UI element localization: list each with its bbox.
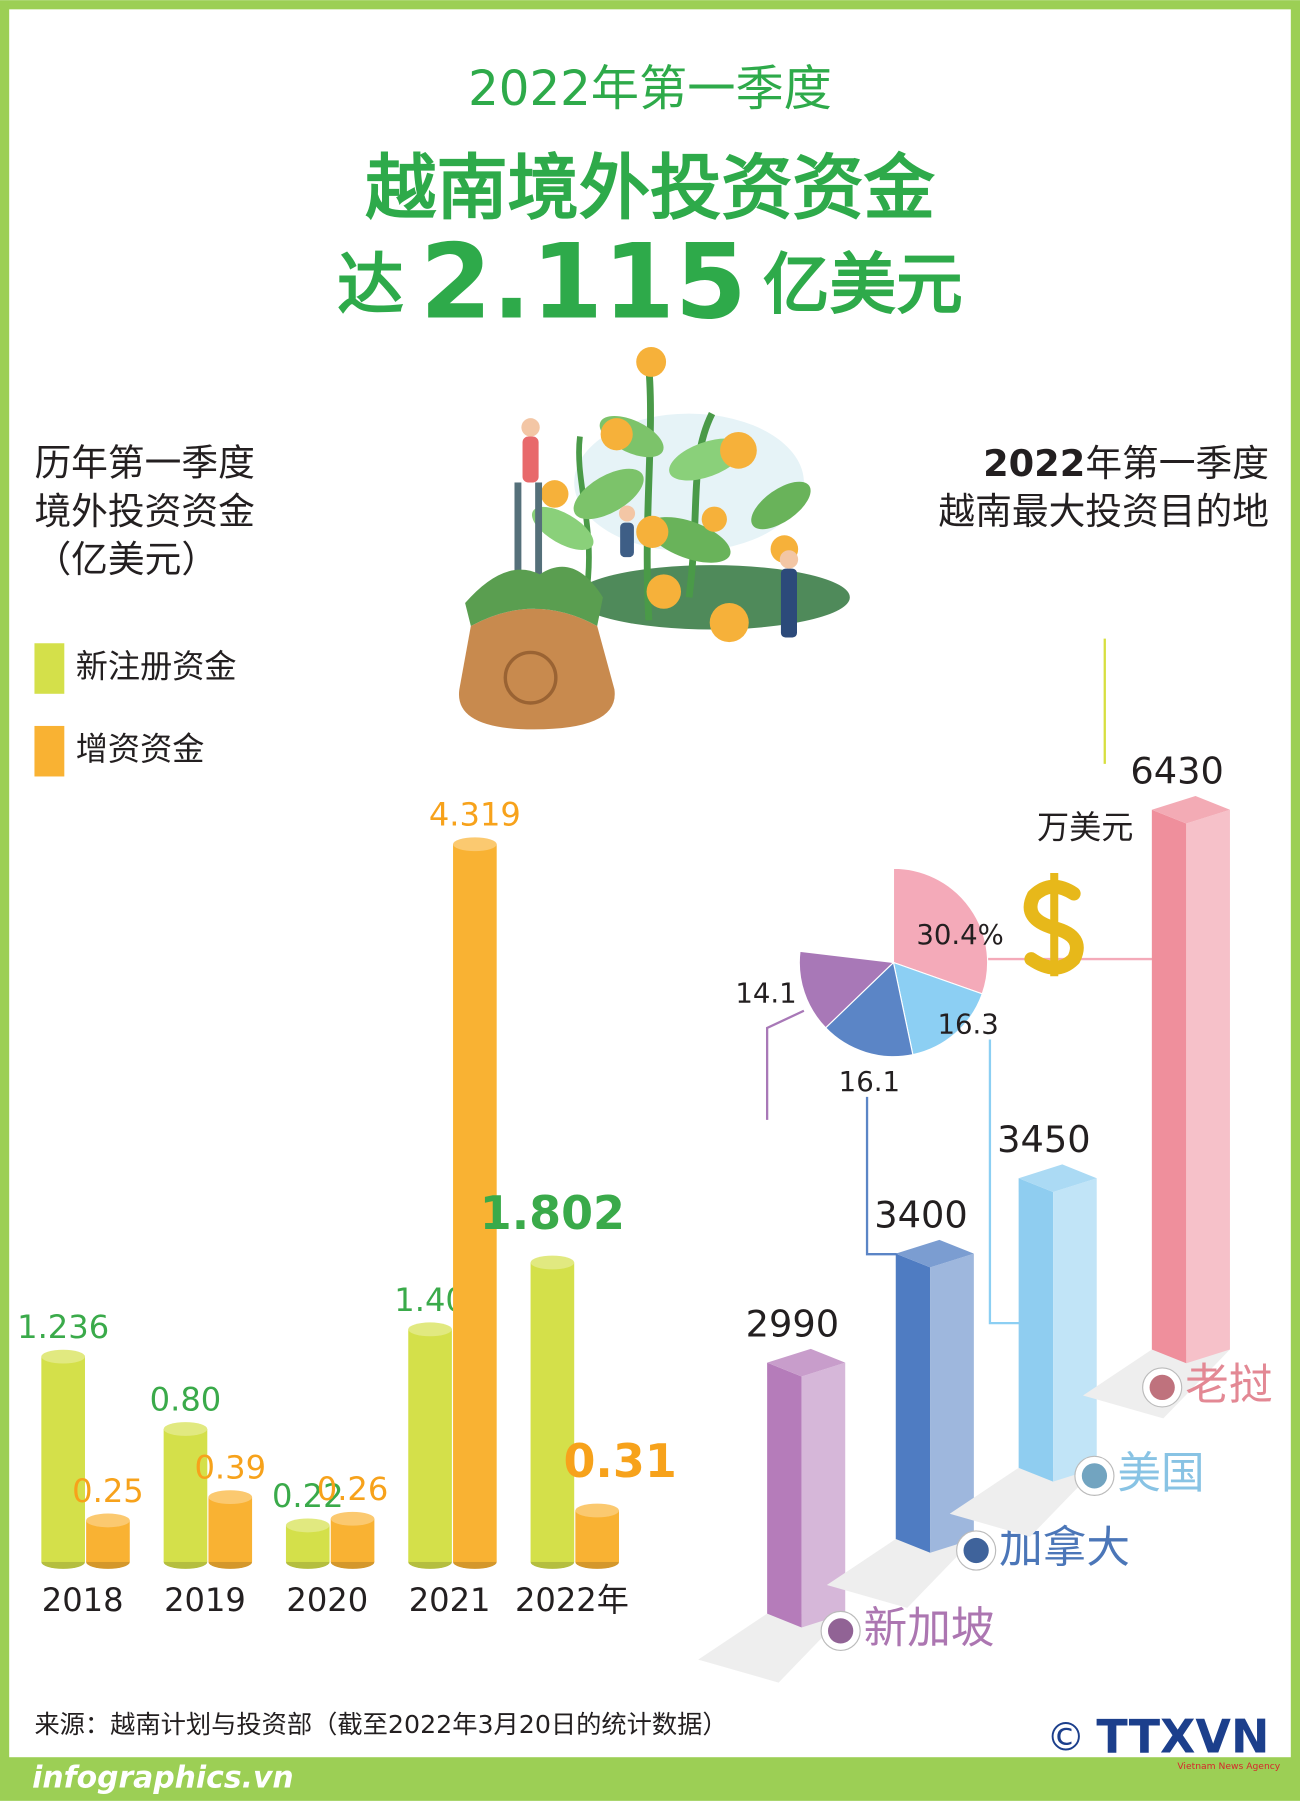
data-label: 1.802	[480, 1186, 625, 1240]
bar	[41, 1356, 85, 1562]
x-tick-label: 2021	[409, 1581, 491, 1619]
x-tick-label: 2019	[164, 1581, 246, 1619]
headline-amount: 达 2.115 亿美元	[337, 223, 962, 343]
chart-title: （亿美元）	[34, 538, 218, 581]
pie-label: 30.4%	[916, 919, 1004, 951]
bar-cap	[285, 1518, 330, 1533]
flag-inner	[963, 1537, 989, 1564]
bar-side	[767, 1362, 802, 1628]
source: 来源：越南计划与投资部（截至2022年3月20日的统计数据）	[34, 1710, 727, 1739]
bar	[930, 1253, 974, 1553]
unit-label: 万美元	[1037, 808, 1133, 846]
data-label: 2990	[746, 1302, 840, 1345]
agency-name: Vietnam News Agency	[1177, 1761, 1280, 1772]
bar-cap	[575, 1503, 619, 1518]
category-label: 新加坡	[864, 1604, 995, 1654]
bar-cap	[41, 1349, 85, 1364]
bar	[1053, 1178, 1097, 1482]
x-tick-label: 2018	[42, 1581, 124, 1619]
legend-label: 新注册资金	[76, 648, 237, 686]
legend-swatch	[34, 643, 65, 694]
bar	[208, 1497, 253, 1562]
x-tick-label: 2020	[286, 1581, 368, 1619]
bar-cap	[208, 1490, 253, 1505]
bar	[575, 1510, 619, 1562]
headline: 越南境外投资资金	[365, 147, 935, 230]
x-tick-label: 2022年	[515, 1581, 629, 1619]
bar	[163, 1429, 208, 1562]
illustration	[458, 346, 850, 730]
data-label: 0.31	[563, 1434, 676, 1488]
chart-title: 历年第一季度	[34, 442, 254, 485]
bar-top	[1151, 795, 1230, 824]
bar-cap	[530, 1255, 575, 1270]
data-label: 0.39	[194, 1449, 266, 1487]
bar-cap	[453, 837, 497, 852]
flag-inner	[1081, 1463, 1108, 1489]
connectors	[765, 638, 1167, 1325]
bar-top	[767, 1348, 846, 1377]
data-label: 4.319	[429, 796, 521, 834]
bar-shadow	[826, 1539, 974, 1608]
chart-title: 境外投资资金	[34, 490, 254, 533]
data-label: 0.26	[317, 1470, 389, 1508]
bar-top	[895, 1239, 974, 1268]
data-label: 3400	[874, 1193, 968, 1236]
flag-inner	[1149, 1374, 1175, 1401]
bar-side	[1151, 809, 1187, 1364]
category-label: 美国	[1117, 1449, 1204, 1499]
bar-cap	[408, 1322, 452, 1337]
copyright: ©	[1046, 1715, 1085, 1760]
bar-shadow	[949, 1467, 1097, 1537]
category-label: 老挝	[1185, 1360, 1272, 1410]
legend-swatch	[34, 725, 65, 777]
dollar-icon	[1023, 872, 1084, 977]
pie-slice	[798, 950, 895, 1029]
unit: 亿美元	[763, 246, 963, 324]
bar-side	[895, 1253, 931, 1553]
pie-slice	[892, 961, 983, 1056]
data-label: 0.25	[72, 1472, 144, 1510]
bar-cap	[330, 1511, 375, 1526]
kicker: 2022年第一季度	[468, 61, 832, 117]
data-label: 6430	[1130, 750, 1224, 793]
data-label: 1.236	[17, 1308, 109, 1346]
pie-label: 16.1	[839, 1066, 900, 1098]
flag-inner	[828, 1618, 854, 1644]
bar	[530, 1262, 575, 1562]
chart-title-rest: 年第一季度	[1085, 442, 1269, 485]
bar	[801, 1362, 846, 1628]
amount: 2.115	[420, 223, 747, 343]
bar-shadow	[698, 1613, 846, 1683]
bar	[330, 1518, 375, 1562]
bar-cap	[163, 1422, 208, 1436]
pie-label: 16.3	[937, 1009, 998, 1041]
legend-label: 增资资金	[76, 730, 205, 768]
bar	[1186, 809, 1230, 1364]
data-label: 3450	[997, 1118, 1091, 1161]
bar	[408, 1329, 452, 1562]
chart-title-year: 2022	[983, 442, 1085, 485]
pie-label: 14.1	[735, 978, 796, 1010]
footer-site: infographics.vn	[32, 1761, 294, 1796]
pie-slice	[824, 961, 914, 1058]
data-label: 0.22	[272, 1477, 344, 1515]
bar-top	[1018, 1164, 1097, 1192]
bar-side	[1018, 1178, 1054, 1482]
chart-title: 2022年第一季度	[983, 442, 1269, 485]
bar	[453, 844, 497, 1562]
data-label: 0.80	[150, 1380, 222, 1418]
lead: 达	[337, 246, 404, 324]
bar	[86, 1520, 130, 1562]
agency-logo: TTXVN	[1096, 1709, 1269, 1763]
pie-slice	[892, 867, 989, 995]
chart-subtitle: 越南最大投资目的地	[938, 490, 1269, 533]
bar-cap	[86, 1513, 130, 1528]
